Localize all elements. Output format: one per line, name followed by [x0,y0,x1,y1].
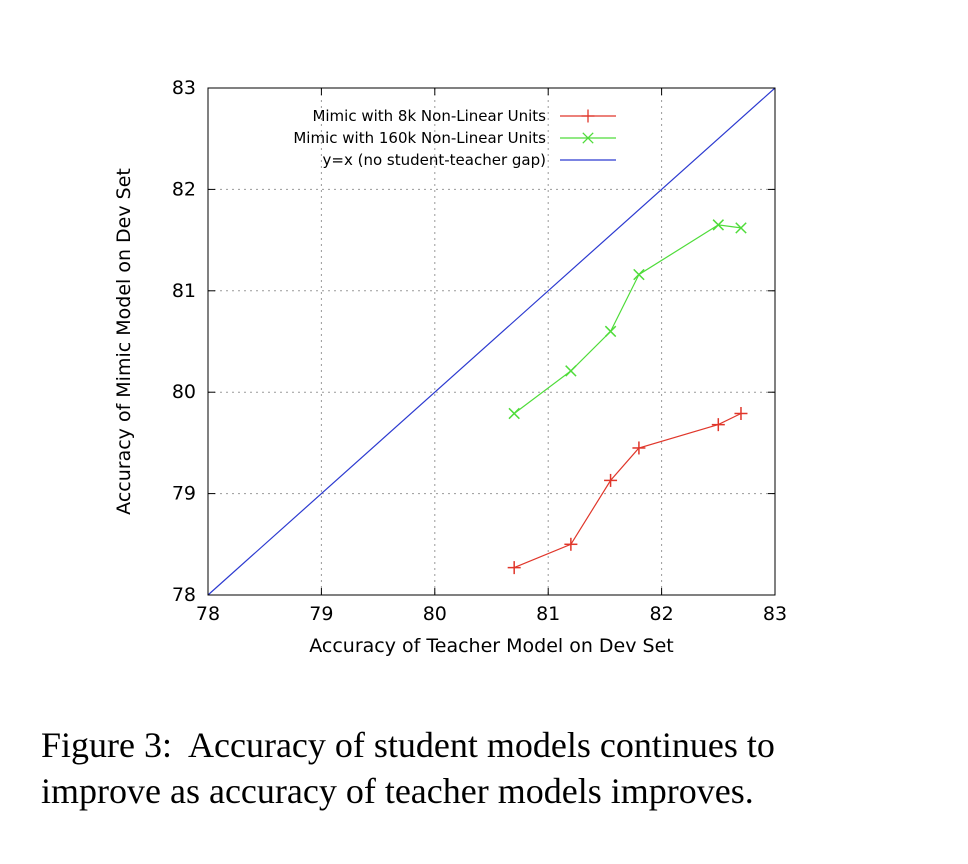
y-tick-label: 81 [172,280,196,302]
x-tick-label: 78 [196,603,220,625]
x-tick-label: 82 [650,603,674,625]
legend-sample [560,132,616,144]
legend-item-label: Mimic with 8k Non-Linear Units [312,107,546,125]
x-tick-label: 83 [763,603,787,625]
legend-item-label: Mimic with 160k Non-Linear Units [293,129,546,147]
y-tick-label: 80 [172,381,196,403]
figure-3-chart: 78 79 80 81 82 83 78 79 80 81 82 83 Accuracy of Teac… [113,77,787,657]
x-marker-icon [508,407,520,420]
x-marker-icon [712,219,725,231]
legend-item: y=x (no student-teacher gap) [323,151,616,169]
x-marker-icon [565,365,577,377]
x-tick-labels: 78 79 80 81 82 83 [196,603,787,625]
y-tick-label: 82 [172,178,196,200]
series-markers [507,406,748,575]
figure-caption-line-1: Figure 3: Accuracy of student models con… [41,725,775,765]
legend-item-label: y=x (no student-teacher gap) [323,151,546,169]
series-1 [507,406,748,575]
legend-item: Mimic with 8k Non-Linear Units [312,107,616,125]
legend-item: Mimic with 160k Non-Linear Units [293,129,616,147]
x-axis-label: Accuracy of Teacher Model on Dev Set [309,635,673,657]
series-markers [508,219,747,420]
series-2 [508,219,747,420]
x-marker-icon [582,132,594,144]
x-tick-label: 80 [423,603,447,625]
figure-caption-line-2: improve as accuracy of teacher models im… [41,771,754,811]
x-marker-icon [604,325,617,338]
y-tick-label: 83 [172,77,196,99]
figure-caption: Figure 3: Accuracy of student models con… [41,722,946,814]
x-marker-icon [735,222,747,234]
y-tick-labels: 78 79 80 81 82 83 [172,77,196,606]
x-tick-label: 81 [536,603,560,625]
y-tick-label: 78 [172,584,196,606]
legend: Mimic with 8k Non-Linear Units Mimic with… [293,107,616,169]
plot-border [207,87,776,596]
series-3 [207,87,776,596]
x-tick-label: 79 [309,603,333,625]
grid [208,88,775,595]
series-line [513,224,742,414]
x-marker-icon [633,268,645,281]
legend-sample [560,109,616,123]
series-line [513,412,742,569]
y-tick-label: 79 [172,483,196,505]
series-line [207,87,776,596]
y-axis-label: Accuracy of Mimic Model on Dev Set [113,168,135,515]
axis-ticks [207,87,776,596]
